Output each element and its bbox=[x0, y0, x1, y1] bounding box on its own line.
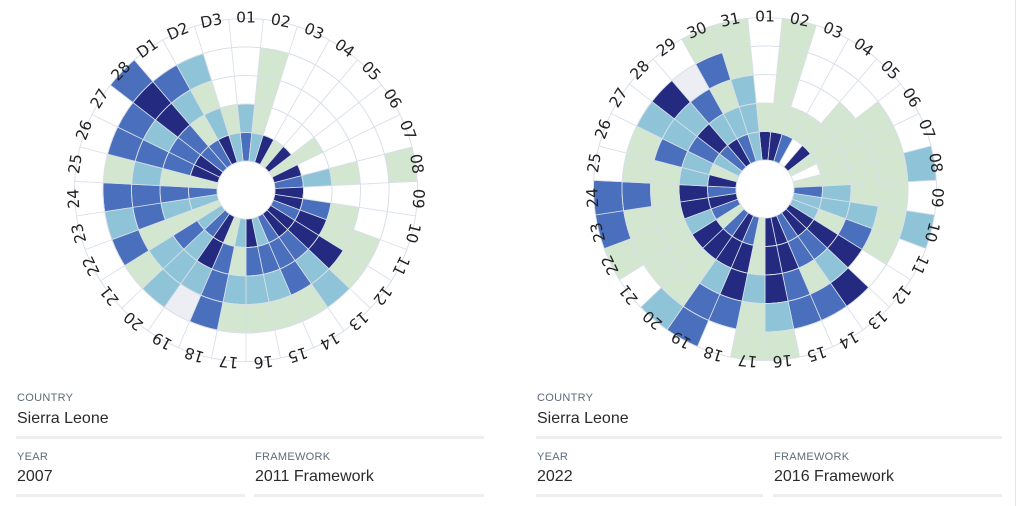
grid-ring bbox=[621, 45, 909, 333]
year-label: YEAR bbox=[17, 451, 49, 463]
sector-label-08: 08 bbox=[925, 152, 946, 174]
sector-label-16: 16 bbox=[772, 351, 793, 370]
heat-cell-24-ring-3[interactable] bbox=[650, 182, 681, 207]
grid-ring bbox=[593, 17, 937, 361]
sector-label-09: 09 bbox=[409, 188, 428, 209]
heat-cell-24-ring-4[interactable] bbox=[102, 182, 134, 213]
sector-label-23: 23 bbox=[587, 220, 609, 244]
heat-cell-01-ring-3[interactable] bbox=[752, 74, 778, 104]
sector-label-18: 18 bbox=[182, 343, 206, 366]
sector-label-02: 02 bbox=[269, 10, 292, 32]
framework-value: 2016 Framework bbox=[774, 468, 895, 485]
framework-label: FRAMEWORK bbox=[774, 451, 850, 463]
sector-label-10: 10 bbox=[402, 221, 424, 245]
sector-label-01: 01 bbox=[755, 8, 775, 26]
sector-label-31: 31 bbox=[719, 9, 742, 31]
sector-label-07: 07 bbox=[915, 117, 939, 142]
year-underline bbox=[16, 494, 245, 497]
heat-cell-09-ring-4[interactable] bbox=[358, 182, 390, 213]
grid-ring bbox=[102, 46, 390, 334]
grid-ring bbox=[188, 132, 304, 248]
heat-cell-09-ring-4[interactable] bbox=[877, 181, 909, 212]
framework-underline bbox=[254, 494, 484, 497]
radial-chart-2007[interactable]: 01 02 030405060708091011121314151617181920… bbox=[0, 0, 490, 371]
sector-label-17: 17 bbox=[737, 351, 758, 370]
sector-label-09: 09 bbox=[928, 187, 947, 208]
radial-chart-2022[interactable]: 01 02 030405060708091011121314151617181920… bbox=[520, 0, 1010, 371]
heat-cell-24-ring-4[interactable] bbox=[621, 181, 653, 212]
sector-label-15: 15 bbox=[286, 343, 310, 366]
right-edge-divider bbox=[1015, 0, 1016, 506]
framework-underline bbox=[773, 494, 1002, 497]
year-value: 2007 bbox=[17, 468, 53, 485]
framework-label: FRAMEWORK bbox=[255, 451, 331, 463]
panel-2022: 01 02 03 04 05 06 07 08 09 10 11 12 13 14 15 16 17 18 19 20… bbox=[520, 0, 1010, 506]
heat-cell-01-ring-4[interactable] bbox=[750, 45, 780, 76]
sector-label-25: 25 bbox=[65, 153, 86, 175]
heat-cell-01-ring-3[interactable] bbox=[233, 75, 259, 105]
panel-2007: 01 02 03 04 05 06 07 08 09 10 11 12 13 14 15 16 17 18 19 20… bbox=[0, 0, 490, 506]
sector-label-01: 01 bbox=[236, 9, 256, 27]
heat-cell-24-ring-3[interactable] bbox=[131, 183, 162, 208]
sector-label-26: 26 bbox=[72, 118, 96, 143]
country-underline bbox=[16, 436, 484, 439]
sector-label-24: 24 bbox=[583, 187, 602, 208]
sector-label-18: 18 bbox=[701, 342, 725, 365]
grid-ring bbox=[74, 18, 418, 362]
sector-label-15: 15 bbox=[805, 342, 829, 365]
sector-label-08: 08 bbox=[406, 153, 427, 175]
grid-ring bbox=[678, 102, 852, 276]
grid-ring bbox=[650, 74, 880, 304]
sector-label-17: 17 bbox=[218, 352, 239, 370]
country-underline bbox=[536, 436, 1002, 439]
center-hole bbox=[737, 161, 793, 217]
sector-label-26: 26 bbox=[591, 117, 615, 142]
sector-label-16: 16 bbox=[253, 352, 274, 370]
grid-ring bbox=[131, 75, 361, 305]
country-label: COUNTRY bbox=[537, 392, 594, 404]
year-label: YEAR bbox=[537, 451, 569, 463]
sector-label-07: 07 bbox=[396, 118, 420, 143]
sector-label-23: 23 bbox=[68, 221, 90, 245]
sector-label-D3: D3 bbox=[199, 10, 224, 32]
grid-ring bbox=[707, 131, 823, 247]
year-underline bbox=[536, 494, 763, 497]
sector-label-25: 25 bbox=[584, 152, 605, 174]
country-label: COUNTRY bbox=[17, 392, 74, 404]
heat-cell-01-ring-4[interactable] bbox=[231, 46, 261, 77]
grid-ring bbox=[735, 159, 795, 219]
year-value: 2022 bbox=[537, 468, 573, 485]
sector-label-02: 02 bbox=[788, 9, 811, 31]
framework-value: 2011 Framework bbox=[255, 468, 374, 485]
country-value: Sierra Leone bbox=[17, 410, 109, 427]
sector-label-24: 24 bbox=[64, 188, 83, 209]
country-value: Sierra Leone bbox=[537, 410, 629, 427]
grid-ring bbox=[216, 160, 276, 220]
sector-label-10: 10 bbox=[921, 220, 943, 244]
center-hole bbox=[218, 162, 274, 218]
grid-ring bbox=[159, 103, 333, 277]
